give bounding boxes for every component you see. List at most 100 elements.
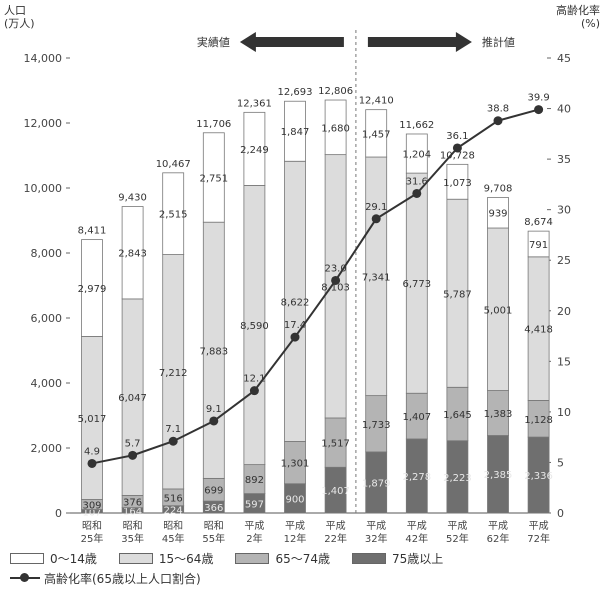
bar-value-label: 1,645 (443, 410, 472, 421)
y-right-tick-label: 40 (557, 103, 571, 116)
x-category-era-label: 平成 (285, 520, 305, 532)
bar-value-label: 1,517 (321, 439, 350, 450)
legend-item-15-64: 15～64歳 (118, 550, 214, 567)
bar-value-label: 2,223 (443, 473, 472, 484)
legend-line-marker-icon (10, 572, 40, 584)
y-right-tick-label: 5 (557, 456, 564, 469)
bar-segment-age-0-14 (446, 163, 469, 200)
left-axis-title: 人口 (万人) (4, 4, 35, 30)
x-category-era-label: 昭和 (163, 520, 183, 532)
aging-rate-point (493, 116, 503, 126)
bar-value-label: 2,979 (78, 284, 107, 295)
bar-value-label: 892 (245, 475, 264, 486)
bar-value-label: 366 (204, 503, 223, 514)
bar-segment-age-0-14 (121, 206, 144, 300)
right-axis-title: 高齢化率 (%) (556, 4, 600, 30)
x-category-era-label: 平成 (366, 520, 386, 532)
bar-segment-age-0-14 (81, 239, 103, 337)
bar-value-label: 1,847 (281, 127, 310, 138)
bar-value-label: 1,733 (362, 420, 391, 431)
x-category-era-label: 平成 (244, 520, 264, 532)
bar-value-label: 7,883 (199, 346, 228, 357)
bar-segment-age-0-14 (487, 197, 509, 229)
bar-value-label: 224 (164, 505, 183, 516)
bar-segment-age-0-14 (202, 132, 225, 223)
bar-value-label: 4,418 (524, 325, 553, 336)
legend-label-65-74: 65～74歳 (275, 551, 330, 566)
x-category-era-label: 平成 (326, 520, 346, 532)
aging-rate-point (209, 416, 219, 426)
bar-value-label: 1,407 (321, 486, 350, 497)
bar-total-label: 12,693 (278, 87, 313, 98)
y-right-tick-label: 25 (557, 254, 571, 267)
bar-total-label: 11,662 (399, 120, 434, 131)
bar-value-label: 1,128 (524, 415, 553, 426)
aging-rate-point (87, 458, 97, 468)
legend-swatch-0-14 (10, 552, 44, 564)
bar-value-label: 2,249 (240, 145, 269, 156)
legend-label-aging-rate: 高齢化率(65歳以上人口割合) (44, 571, 201, 586)
y-right-tick-label: 35 (557, 153, 571, 166)
aging-rate-label: 38.8 (487, 104, 509, 115)
aging-rate-label: 17.4 (284, 320, 306, 331)
bar-segment-age-0-14 (324, 99, 347, 156)
x-category-era-label: 平成 (407, 520, 427, 532)
y-left-tick-label: 6,000 (31, 312, 63, 325)
bar-value-label: 6,047 (118, 393, 147, 404)
bar-value-label: 309 (82, 501, 101, 512)
x-category-year-label: 62年 (487, 532, 510, 545)
bar-total-label: 12,361 (237, 98, 272, 109)
legend-label-15-64: 15～64歳 (158, 551, 214, 566)
legend-swatch-75-plus (352, 552, 386, 564)
bar-segment-age-0-14 (527, 230, 550, 258)
bar-total-label: 12,806 (318, 86, 353, 97)
left-axis-title-line2: (万人) (4, 17, 35, 30)
aging-rate-point (412, 188, 422, 198)
y-left-tick-label: 12,000 (24, 117, 63, 130)
bar-total-label: 12,410 (359, 96, 394, 107)
bar-segment-age-0-14 (365, 109, 388, 158)
legend-item-0-14: 0～14歳 (10, 550, 97, 567)
bar-segment-age-0-14 (284, 100, 306, 162)
projected-arrow-icon (367, 32, 472, 52)
bar-value-label: 5,787 (443, 289, 472, 300)
bar-value-label: 900 (285, 494, 304, 505)
population-chart: 0 2,000 4,000 6,000 8,000 10,000 12,000 14,000 0… (24, 30, 571, 545)
bar-value-label: 1,457 (362, 129, 391, 140)
bar-total-label: 9,708 (484, 183, 513, 194)
legend-item-65-74: 65～74歳 (235, 550, 330, 567)
legend: 0～14歳 15～64歳 65～74歳 75歳以上 高齢化率(65歳以上人口割合… (10, 548, 600, 588)
aging-rate-label: 39.9 (527, 93, 549, 104)
bar-value-label: 791 (529, 240, 548, 251)
legend-label-75-plus: 75歳以上 (392, 551, 444, 566)
bar-value-label: 1,301 (281, 459, 310, 470)
bar-segment-age-0-14 (243, 111, 266, 186)
y-right-tick-label: 10 (557, 406, 571, 419)
actual-arrow-icon (239, 32, 344, 52)
aging-rate-label: 7.1 (165, 424, 181, 435)
x-category-year-label: 12年 (284, 532, 307, 545)
aging-rate-point (331, 275, 341, 285)
x-category-year-label: 55年 (202, 532, 225, 545)
bar-total-label: 10,467 (156, 159, 191, 170)
aging-rate-point (249, 386, 259, 396)
legend-swatch-65-74 (235, 552, 270, 564)
x-category-era-label: 平成 (529, 520, 549, 532)
bar-value-label: 1,204 (402, 150, 431, 161)
bar-value-label: 939 (488, 209, 507, 220)
legend-item-75-plus: 75歳以上 (352, 550, 443, 567)
legend-label-0-14: 0～14歳 (50, 551, 97, 566)
bar-value-label: 699 (204, 486, 223, 497)
right-axis-title-line2: (%) (580, 17, 600, 30)
bar-value-label: 8,590 (240, 321, 269, 332)
aging-rate-point (168, 436, 178, 446)
bar-value-label: 2,336 (524, 471, 553, 482)
bar-value-label: 2,385 (484, 470, 513, 481)
y-right-tick-label: 30 (557, 204, 571, 217)
bar-value-label: 8,622 (281, 297, 310, 308)
bar-value-label: 164 (123, 506, 142, 517)
aging-rate-label: 36.1 (446, 131, 468, 142)
aging-rate-label: 4.9 (84, 446, 100, 457)
bar-total-label: 11,706 (196, 119, 231, 130)
x-category-era-label: 昭和 (82, 520, 102, 532)
